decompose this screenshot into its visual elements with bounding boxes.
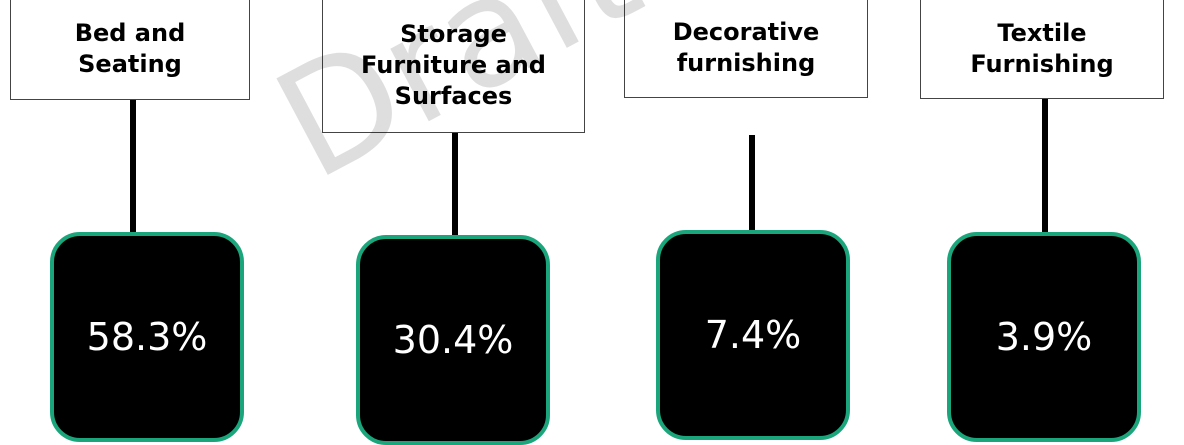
share-box: 30.4% xyxy=(356,235,550,445)
share-box: 7.4% xyxy=(656,230,850,440)
page: Bed and Seating 58.3% Storage Furniture … xyxy=(10,0,1164,445)
share-box: 3.9% xyxy=(947,232,1141,442)
connector xyxy=(130,100,136,234)
category-label: Storage Furniture and Surfaces xyxy=(322,0,585,133)
connector xyxy=(749,135,755,231)
share-box: 58.3% xyxy=(50,232,244,442)
category-label: Decorative furnishing xyxy=(624,0,868,98)
category-label: Bed and Seating xyxy=(10,0,250,100)
category-label: Textile Furnishing xyxy=(920,0,1164,99)
connector xyxy=(1042,99,1048,234)
connector xyxy=(452,133,458,237)
